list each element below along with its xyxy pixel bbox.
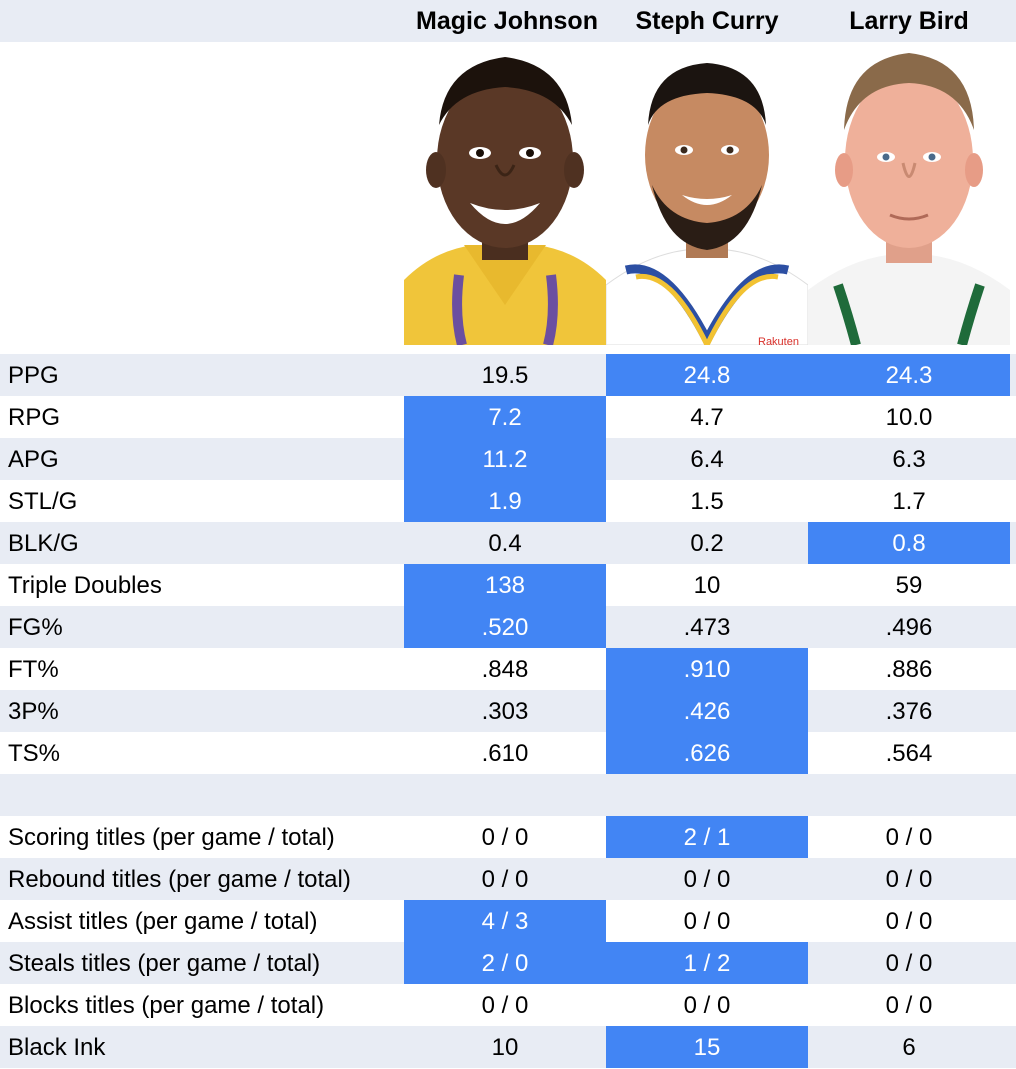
player-name-larry-bird: Larry Bird: [849, 7, 969, 35]
stat-value: [808, 774, 1010, 816]
row-label: Scoring titles (per game / total): [8, 824, 335, 851]
stat-value: 4.7: [690, 404, 724, 431]
table-row: BLK/G 0.4 0.2 0.8: [0, 522, 1016, 564]
table-row: PPG 19.5 24.8 24.3: [0, 354, 1016, 396]
stat-value: 11.2: [404, 438, 606, 480]
steph-curry-photo: Rakuten: [606, 45, 808, 345]
stat-value: .848: [481, 656, 529, 683]
table-row: STL/G 1.9 1.5 1.7: [0, 480, 1016, 522]
table-row: Assist titles (per game / total) 4 / 3 0 /…: [0, 900, 1016, 942]
stat-value: 10.0: [885, 404, 933, 431]
stat-value: 0 / 0: [683, 908, 731, 935]
player-name-steph-curry: Steph Curry: [635, 7, 779, 35]
stat-value: 7.2: [404, 396, 606, 438]
stat-value: 24.8: [606, 354, 808, 396]
stat-value: 24.3: [808, 354, 1010, 396]
player-name-magic-johnson: Magic Johnson: [416, 7, 598, 35]
table-row: Blocks titles (per game / total) 0 / 0 0 /…: [0, 984, 1016, 1026]
stat-value: .376: [885, 698, 933, 725]
stat-value: .910: [606, 648, 808, 690]
stat-value: .473: [683, 614, 731, 641]
stat-value: 0 / 0: [885, 908, 933, 935]
stat-value: 10: [693, 572, 721, 599]
table-row: APG 11.2 6.4 6.3: [0, 438, 1016, 480]
stat-value: .303: [481, 698, 529, 725]
stats-table: PPG 19.5 24.8 24.3 RPG 7.2 4.7 10.0 APG 11.2 6.4 6.…: [0, 354, 1016, 1068]
row-label: FG%: [8, 614, 63, 641]
stat-value: 0 / 0: [885, 950, 933, 977]
table-row: [0, 774, 1016, 816]
stat-value: 0 / 0: [683, 992, 731, 1019]
stat-value: 10: [491, 1034, 519, 1061]
stat-value: 1.7: [892, 488, 926, 515]
stat-value: 0.2: [690, 530, 724, 557]
stat-value: 138: [404, 564, 606, 606]
stat-value: 0.8: [808, 522, 1010, 564]
stat-value: 6: [902, 1034, 916, 1061]
stat-value: 19.5: [481, 362, 529, 389]
stat-value: .610: [481, 740, 529, 767]
magic-johnson-photo: [404, 45, 606, 345]
stat-value: 0.4: [488, 530, 522, 557]
table-row: Rebound titles (per game / total) 0 / 0 0 …: [0, 858, 1016, 900]
row-label: FT%: [8, 656, 59, 683]
stat-value: 0 / 0: [885, 824, 933, 851]
stat-value: 6.4: [690, 446, 724, 473]
stat-value: 15: [606, 1026, 808, 1068]
stat-value: 2 / 1: [606, 816, 808, 858]
stat-value: .520: [404, 606, 606, 648]
stat-value: 0 / 0: [481, 866, 529, 893]
row-label: TS%: [8, 740, 61, 767]
stat-value: 1 / 2: [606, 942, 808, 984]
row-label: PPG: [8, 362, 59, 389]
table-row: 3P% .303 .426 .376: [0, 690, 1016, 732]
stat-value: 0 / 0: [481, 824, 529, 851]
table-row: TS% .610 .626 .564: [0, 732, 1016, 774]
row-label: BLK/G: [8, 530, 79, 557]
stat-value: 0 / 0: [885, 866, 933, 893]
row-label: Rebound titles (per game / total): [8, 866, 351, 893]
row-label: Blocks titles (per game / total): [8, 992, 325, 1019]
header-row: [0, 0, 1016, 42]
row-label: Black Ink: [8, 1034, 106, 1061]
table-row: Scoring titles (per game / total) 0 / 0 2 …: [0, 816, 1016, 858]
row-label: STL/G: [8, 488, 78, 515]
row-label: [8, 774, 403, 816]
stat-value: 59: [895, 572, 923, 599]
svg-text:Rakuten: Rakuten: [758, 336, 799, 345]
stat-value: 0 / 0: [481, 992, 529, 1019]
row-label: 3P%: [8, 698, 59, 725]
stat-value: [404, 774, 606, 816]
row-label: APG: [8, 446, 59, 473]
stat-value: [606, 774, 808, 816]
table-row: RPG 7.2 4.7 10.0: [0, 396, 1016, 438]
row-label: Steals titles (per game / total): [8, 950, 321, 977]
stat-value: .496: [885, 614, 933, 641]
stat-value: 0 / 0: [885, 992, 933, 1019]
row-label: Assist titles (per game / total): [8, 908, 318, 935]
stat-value: 4 / 3: [404, 900, 606, 942]
stat-value: 1.9: [404, 480, 606, 522]
table-row: Triple Doubles 138 10 59: [0, 564, 1016, 606]
stat-value: .426: [606, 690, 808, 732]
row-label: Triple Doubles: [8, 572, 162, 599]
stat-value: .564: [885, 740, 933, 767]
row-label: RPG: [8, 404, 61, 431]
larry-bird-photo: [808, 45, 1010, 345]
table-row: FT% .848 .910 .886: [0, 648, 1016, 690]
stat-value: .886: [885, 656, 933, 683]
stat-value: 1.5: [690, 488, 724, 515]
table-row: FG% .520 .473 .496: [0, 606, 1016, 648]
table-row: Black Ink 10 15 6: [0, 1026, 1016, 1068]
stat-value: .626: [606, 732, 808, 774]
stat-value: 2 / 0: [404, 942, 606, 984]
stat-value: 0 / 0: [683, 866, 731, 893]
stat-value: 6.3: [892, 446, 926, 473]
